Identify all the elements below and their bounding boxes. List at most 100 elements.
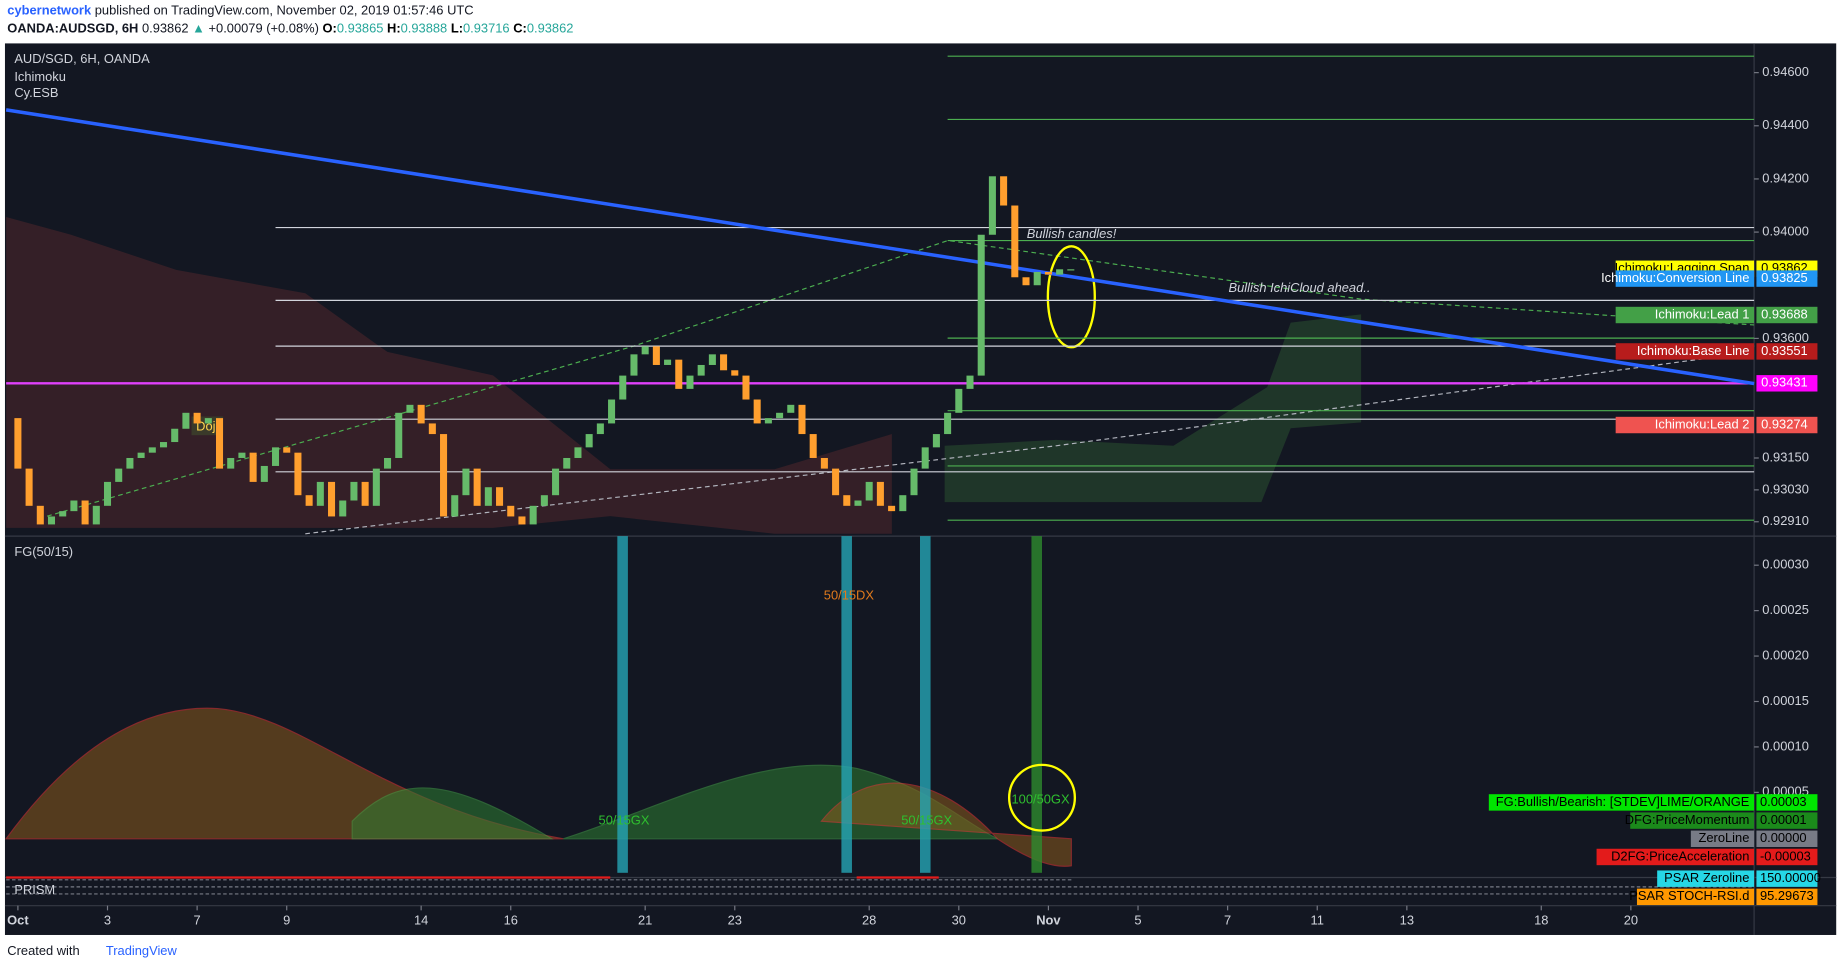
candle: [171, 428, 179, 443]
value-label: 150.00000: [1760, 870, 1821, 885]
candle: [910, 468, 918, 496]
x-tick-label: 28: [862, 912, 876, 927]
x-tick-label: 3: [104, 912, 111, 927]
candle: [182, 412, 190, 429]
series-name: Ichimoku:Lead 2: [1655, 416, 1750, 431]
symbol: OANDA:AUDSGD, 6H: [7, 21, 138, 36]
series-name: FG:Bullish/Bearish: [STDEV]LIME/ORANGE: [1496, 794, 1750, 809]
candle: [216, 418, 224, 469]
price-label-box: [1756, 306, 1818, 324]
candle: [664, 359, 672, 365]
author: cybernetwork: [7, 3, 92, 18]
series-name-box: [1615, 270, 1755, 287]
series-name-box: [1636, 888, 1755, 906]
pane-title: FG(50/15): [14, 544, 73, 559]
h-label: H:: [387, 21, 401, 36]
candle: [1044, 271, 1052, 275]
last: 0.93862: [142, 21, 189, 36]
candle: [966, 375, 974, 389]
candle: [764, 418, 772, 424]
candle: [204, 418, 212, 424]
annotation: 50/15GX: [901, 813, 952, 828]
candle: [249, 452, 257, 482]
x-tick-label: 21: [638, 912, 652, 927]
candle: [899, 495, 907, 512]
candle: [1056, 269, 1064, 275]
series-name: DFG:PriceMomentum: [1625, 812, 1750, 827]
candle: [350, 481, 358, 501]
candle: [529, 505, 537, 525]
candle: [1000, 176, 1008, 206]
footer-text: Created with: [7, 943, 79, 958]
candle: [585, 434, 593, 448]
candle: [260, 465, 268, 482]
candle: [507, 505, 515, 517]
y-tick-label: 0.94200: [1762, 170, 1809, 185]
footer-brand: TradingView: [106, 943, 178, 958]
highlight-ellipse: [1046, 245, 1096, 349]
value-label-box: [1756, 888, 1818, 906]
annotation: Doji: [196, 418, 218, 433]
candle: [888, 505, 896, 512]
candle: [316, 481, 324, 506]
candle: [742, 375, 750, 400]
candle: [440, 434, 448, 517]
candle: [518, 516, 526, 525]
x-tick-label: 18: [1534, 912, 1548, 927]
candle: [36, 505, 44, 525]
x-tick-label: 5: [1134, 912, 1141, 927]
c-label: C:: [513, 21, 527, 36]
candle: [227, 457, 235, 469]
candle: [787, 404, 795, 413]
series-name: PSAR STOCH-RSI.d: [1629, 888, 1749, 903]
candle: [988, 176, 996, 235]
candle: [608, 399, 616, 424]
candle: [753, 399, 761, 424]
candle: [1011, 205, 1019, 278]
series-name-box: [1615, 306, 1755, 324]
candle: [47, 516, 56, 525]
oscillator-area: [351, 787, 554, 840]
series-name: Ichimoku:Lead 1: [1655, 306, 1750, 321]
y-tick-label: 0.00020: [1762, 647, 1809, 662]
candle: [843, 495, 851, 506]
x-tick-label: 14: [414, 912, 428, 927]
candle: [832, 468, 840, 496]
y-tick-label: 0.94400: [1762, 117, 1809, 132]
x-tick-label: Nov: [1036, 912, 1061, 927]
value-label-box: [1756, 848, 1818, 866]
candle: [596, 423, 604, 435]
series-name: PSAR Zeroline: [1664, 870, 1749, 885]
candle: [708, 354, 716, 365]
candle: [574, 447, 582, 458]
candle: [955, 388, 963, 413]
value-label-box: [1756, 870, 1818, 887]
annotation: Bullish candles!: [1027, 226, 1117, 241]
candle: [103, 481, 112, 506]
candle: [384, 457, 392, 469]
candle: [686, 375, 694, 389]
y-tick-label: 0.00015: [1762, 693, 1809, 708]
x-tick-label: Oct: [7, 912, 29, 927]
candle: [496, 487, 504, 506]
price-label: 0.93825: [1761, 270, 1808, 285]
candle: [563, 457, 571, 469]
o-label: O:: [322, 21, 336, 36]
price-label: 0.93274: [1761, 416, 1808, 431]
series-name-box: [1596, 848, 1755, 866]
series-name-box: [1690, 830, 1755, 847]
candle: [148, 447, 156, 453]
candle: [25, 468, 33, 506]
y-tick-label: 0.94600: [1762, 64, 1809, 79]
annotation: Bullish IchiCloud ahead..: [1229, 280, 1371, 295]
symbol-line: OANDA:AUDSGD, 6H 0.93862 ▲ +0.00079 (+0.…: [7, 21, 573, 36]
candle: [552, 468, 560, 496]
change: +0.00079 (+0.08%): [209, 21, 319, 36]
candle: [1022, 277, 1030, 286]
price-label: 0.93688: [1761, 306, 1808, 321]
candle: [361, 481, 369, 506]
value-label-box: [1756, 830, 1818, 847]
candle: [395, 412, 403, 458]
series-name-box: [1488, 794, 1755, 811]
